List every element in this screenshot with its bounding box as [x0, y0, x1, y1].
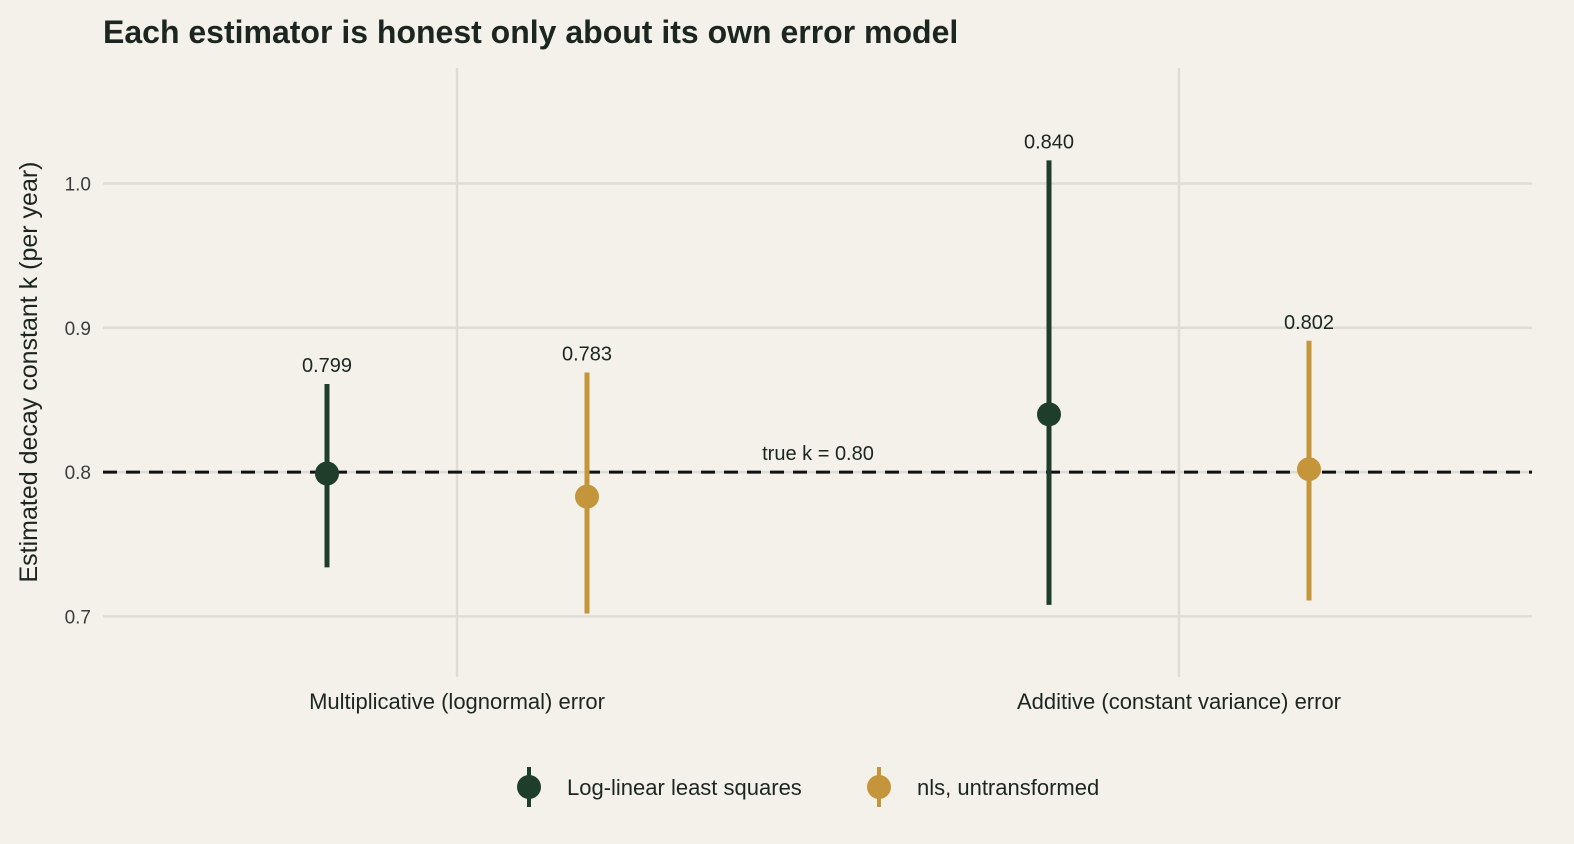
legend-label: nls, untransformed — [917, 775, 1099, 800]
point-estimate — [1037, 402, 1061, 427]
legend-key-dot — [867, 775, 891, 799]
y-tick-label: 0.9 — [65, 319, 91, 340]
legend-label: Log-linear least squares — [567, 775, 802, 800]
point-estimate — [575, 484, 599, 509]
x-category-label: Additive (constant variance) error — [1017, 689, 1341, 714]
reference-line-label: true k = 0.80 — [762, 443, 874, 465]
chart-title: Each estimator is honest only about its … — [103, 14, 958, 50]
data-marks: 0.799 0.840 0.783 0.802 — [302, 131, 1334, 614]
data-label: 0.840 — [1024, 131, 1074, 153]
point-estimate — [315, 461, 339, 486]
y-tick-label: 0.7 — [65, 607, 91, 628]
x-axis-category-labels: Multiplicative (lognormal) error Additive… — [309, 689, 1341, 714]
data-label: 0.783 — [562, 344, 612, 366]
y-axis-label: Estimated decay constant k (per year) — [15, 161, 43, 582]
data-label: 0.802 — [1284, 312, 1334, 334]
reference-line-group: true k = 0.80 — [103, 443, 1532, 474]
y-tick-label: 1.0 — [65, 174, 91, 195]
data-label: 0.799 — [302, 355, 352, 377]
legend: Log-linear least squares nls, untransform… — [517, 767, 1099, 807]
legend-key-dot — [517, 775, 541, 799]
x-category-label: Multiplicative (lognormal) error — [309, 689, 605, 714]
y-tick-label: 0.8 — [65, 463, 91, 484]
point-estimate — [1297, 457, 1321, 482]
y-axis-ticks: 0.7 0.8 0.9 1.0 — [65, 174, 91, 628]
